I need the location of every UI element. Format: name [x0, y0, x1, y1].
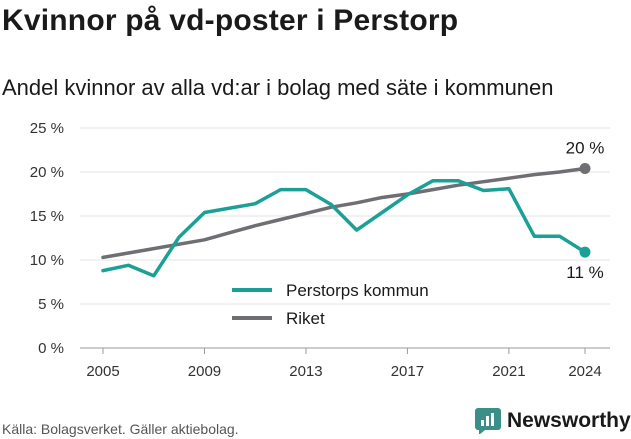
- end-label-perstorp: 11 %: [566, 263, 604, 282]
- x-tick-label: 2017: [391, 363, 424, 380]
- chart-subtitle: Andel kvinnor av alla vd:ar i bolag med …: [2, 75, 554, 100]
- series-line-riket: [101, 166, 587, 260]
- newsworthy-logo: Newsworthy: [475, 408, 631, 434]
- end-marker-perstorp: [579, 246, 591, 258]
- chart-title: Kvinnor på vd-poster i Perstorp: [2, 4, 459, 37]
- y-tick-label: 10 %: [30, 252, 64, 269]
- x-tick-label: 2009: [188, 363, 221, 380]
- brand-name: Newsworthy: [507, 409, 631, 432]
- newsworthy-icon: [475, 408, 501, 434]
- line-chart: 0 % 5 % 10 % 15 % 20 % 25 % 2005 2009 2013 2017 20…: [30, 120, 610, 380]
- end-marker-riket: [579, 162, 591, 174]
- x-tick-label: 2013: [289, 363, 322, 380]
- y-tick-label: 20 %: [30, 164, 64, 181]
- legend-label-perstorp: Perstorps kommun: [286, 281, 429, 300]
- y-tick-label: 0 %: [38, 340, 64, 357]
- y-tick-label: 15 %: [30, 208, 64, 225]
- legend-label-riket: Riket: [286, 309, 325, 328]
- x-tick-label: 2005: [86, 363, 119, 380]
- y-tick-label: 25 %: [30, 120, 64, 137]
- y-tick-label: 5 %: [38, 296, 64, 313]
- series-line-perstorp: [101, 179, 587, 278]
- source-note: Källa: Bolagsverket. Gäller aktiebolag.: [2, 421, 239, 437]
- x-tick-label: 2024: [568, 363, 601, 380]
- x-tick-label: 2021: [492, 363, 525, 380]
- end-label-riket: 20 %: [566, 138, 605, 157]
